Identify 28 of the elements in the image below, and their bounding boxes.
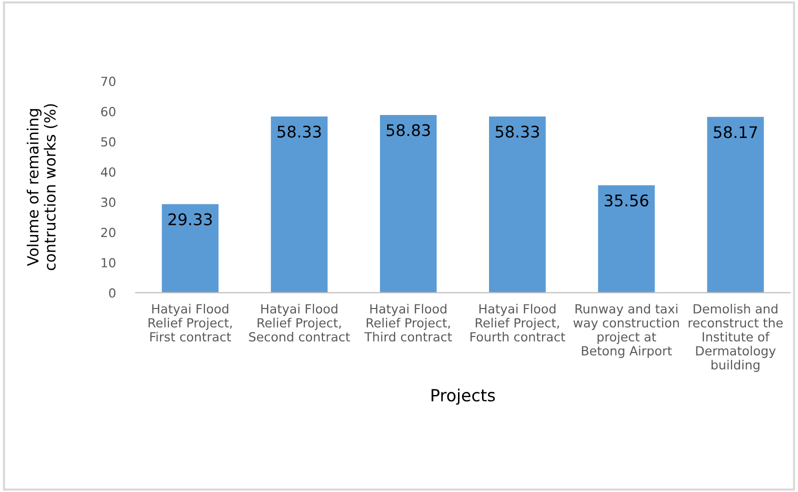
- y-tick-label: 60: [101, 106, 116, 116]
- y-tick-label: 70: [101, 76, 116, 86]
- y-tick-label: 10: [102, 258, 116, 268]
- bar: [162, 204, 219, 293]
- y-tick-label: 0: [109, 288, 116, 298]
- y-tick-label: 30: [101, 198, 116, 207]
- x-tick-label: Demolish and reconstruct the Institute of Dermatology building: [688, 304, 783, 372]
- x-tick-label: Hatyai Flood Relief Project, First contract: [148, 304, 232, 342]
- bar: [270, 116, 328, 293]
- data-label: 35.56: [604, 194, 648, 207]
- x-tick-label: Hatyai Flood Relief Project, Fourth contract: [470, 304, 566, 342]
- y-axis-title: Volume of remaining contruction works (%): [26, 104, 58, 270]
- data-label: 29.33: [168, 213, 212, 226]
- x-axis-title: Projects: [432, 388, 495, 405]
- data-label: 58.33: [496, 126, 539, 138]
- data-label: 58.83: [386, 124, 430, 136]
- y-tick-label: 20: [101, 228, 116, 238]
- x-tick-label: Hatyai Flood Relief Project, Third contract: [364, 304, 452, 342]
- bar: [489, 116, 546, 293]
- x-tick-label: Runway and taxi way construction project at Betong Airport: [573, 304, 679, 358]
- data-label: 58.17: [714, 126, 757, 138]
- bar: [707, 116, 764, 293]
- bar: [598, 185, 655, 293]
- bar: [380, 114, 437, 293]
- y-tick-label: 40: [100, 167, 116, 177]
- data-label: 58.33: [278, 126, 321, 138]
- y-tick-label: 50: [101, 137, 116, 147]
- x-tick-label: Hatyai Flood Relief Project, Second contract: [249, 304, 350, 342]
